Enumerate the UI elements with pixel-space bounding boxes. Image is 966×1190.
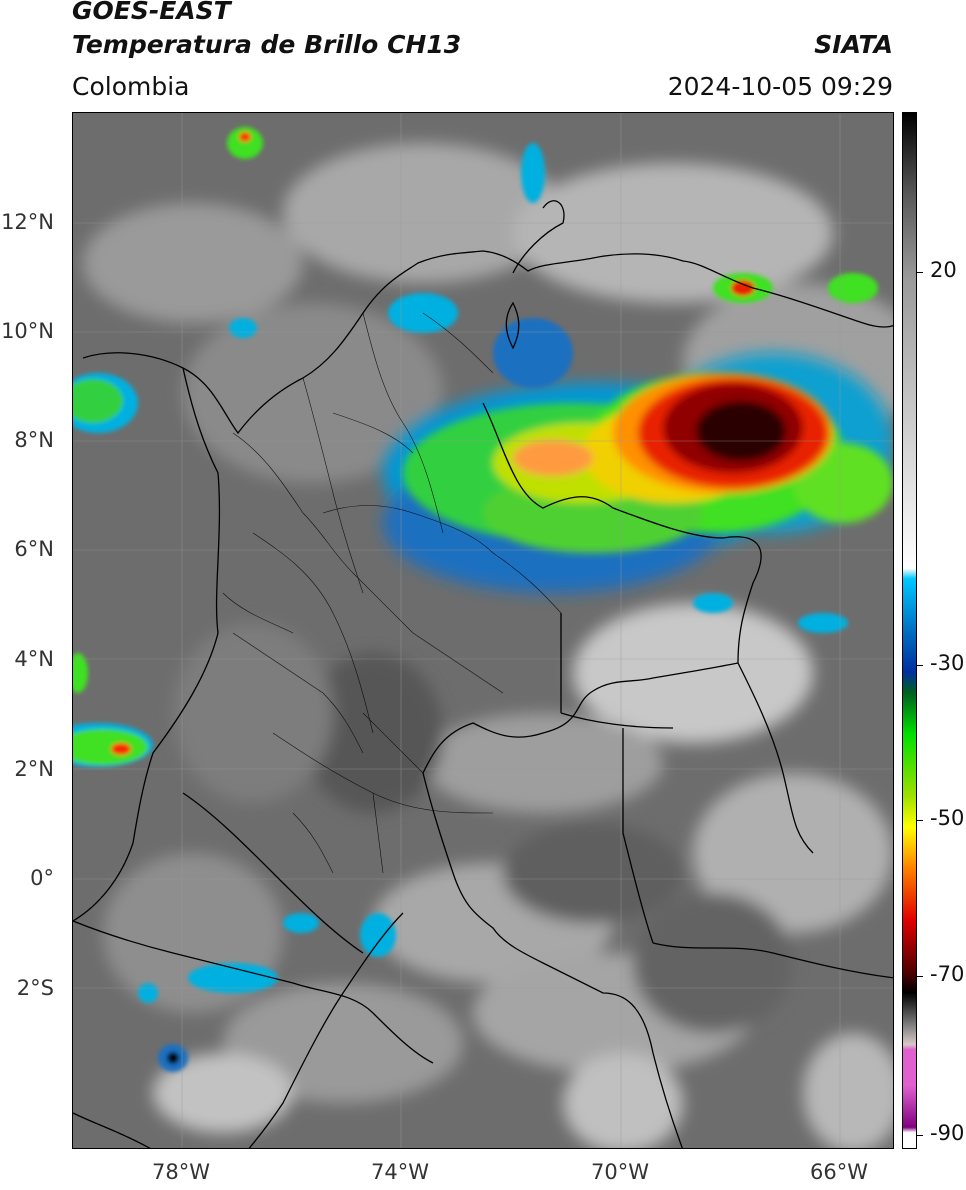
cbar-mark-m30: [917, 665, 923, 666]
temperature-colorbar: [902, 112, 917, 1149]
country-borders: [73, 200, 893, 1148]
lon-tick-66W: 66°W: [810, 1160, 868, 1184]
cbar-tick-20: 20: [930, 258, 957, 282]
map-canvas: [73, 113, 893, 1148]
lat-tick-8N: 8°N: [14, 428, 54, 452]
datetime-label: 2024-10-05 09:29: [667, 72, 893, 101]
lat-tick-2N: 2°N: [14, 757, 54, 781]
lat-tick-10N: 10°N: [1, 319, 54, 343]
cbar-mark-20: [917, 272, 923, 273]
satellite-title: GOES-EAST: [72, 0, 231, 25]
convection-northeast: [383, 353, 893, 593]
convection-pacific: [73, 373, 153, 767]
admin-borders: [222, 312, 562, 874]
lat-tick-12N: 12°N: [1, 210, 54, 234]
region-label: Colombia: [72, 72, 190, 101]
cbar-mark-m90: [917, 1135, 923, 1136]
cbar-mark-m70: [917, 976, 923, 977]
lat-tick-0: 0°: [30, 866, 54, 890]
product-title: Temperatura de Brillo CH13: [72, 30, 462, 59]
lat-tick-4N: 4°N: [14, 647, 54, 671]
lon-tick-74W: 74°W: [371, 1160, 429, 1184]
cbar-tick-m90: -90: [930, 1121, 965, 1145]
lon-tick-70W: 70°W: [591, 1160, 649, 1184]
satellite-map[interactable]: [72, 112, 894, 1149]
cbar-tick-m30: -30: [930, 651, 965, 675]
lon-tick-78W: 78°W: [152, 1160, 210, 1184]
cbar-tick-m50: -50: [930, 806, 965, 830]
lat-tick-6N: 6°N: [14, 537, 54, 561]
convection-scattered: [138, 127, 878, 1072]
agency-label: SIATA: [814, 30, 893, 59]
lat-tick-2S: 2°S: [16, 976, 54, 1000]
cbar-mark-m50: [917, 820, 923, 821]
cbar-tick-m70: -70: [930, 962, 965, 986]
